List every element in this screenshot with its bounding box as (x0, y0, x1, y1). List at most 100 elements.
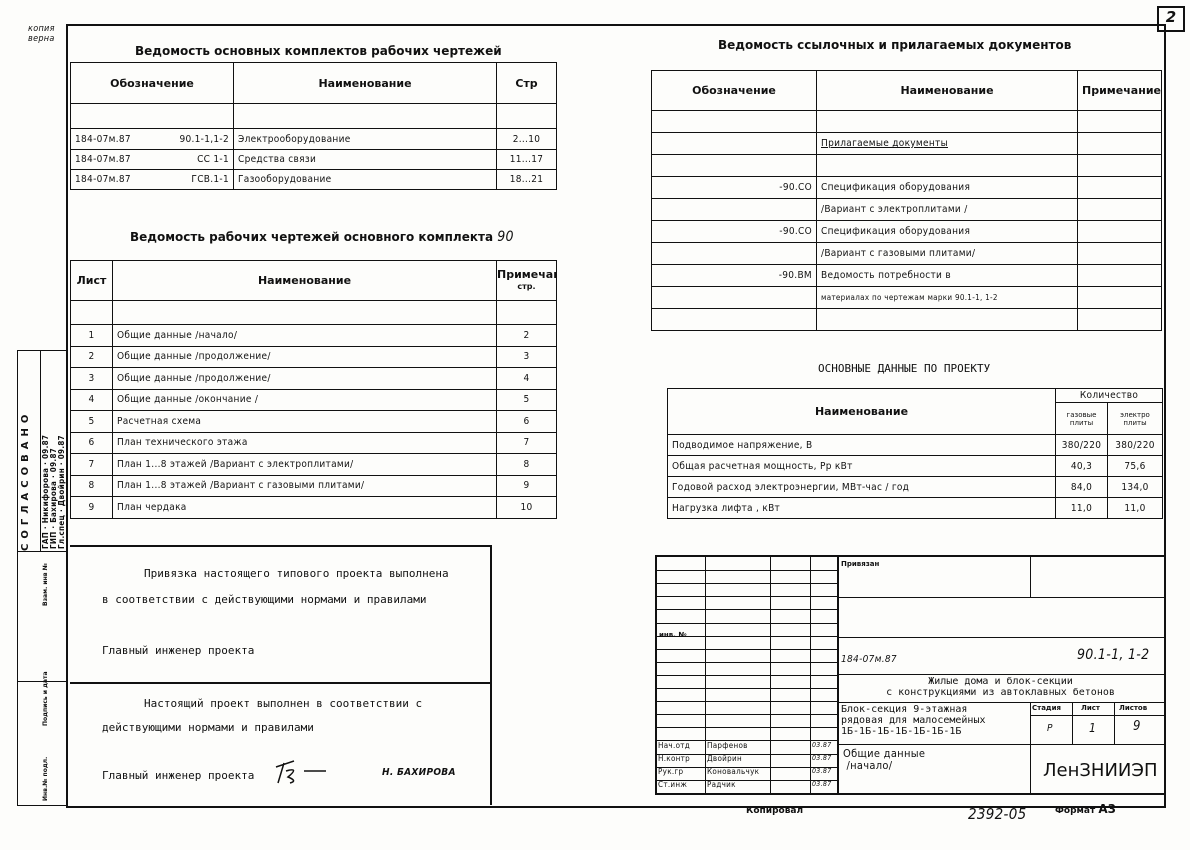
page-number: 10 (496, 496, 557, 519)
outer-frame (66, 24, 1166, 808)
header-pages: Стр (496, 62, 557, 104)
page-number: 8 (496, 453, 557, 476)
table-row: Подводимое напряжение, В 380/220 380/220 (667, 434, 1163, 456)
electric-value: 380/220 (1107, 434, 1163, 456)
table-row: 9 План чердака 10 (70, 496, 557, 519)
table-row (651, 110, 1162, 133)
chief-engineer-label: Главный инженер проекта (102, 644, 255, 657)
page-number: 6 (496, 410, 557, 433)
table-row: Прилагаемые документы (651, 132, 1162, 155)
table-row: 1 Общие данные /начало/2 (70, 324, 557, 347)
drawings-title: Ведомость рабочих чертежей основного ком… (130, 229, 514, 245)
table-row: /Вариант с газовыми плитами/ (651, 242, 1162, 265)
sheet-number: 7 (70, 453, 113, 476)
side-stamp: СОГЛАСОВАНО ГАП · Никифорова · 09.87 ГИП… (17, 350, 67, 806)
compliance-text: действующими нормами и правилами (102, 721, 314, 734)
staff-date: 03.87 (812, 767, 832, 775)
table-row: Общая расчетная мощность, Рр кВт 40,3 75,6 (667, 455, 1163, 477)
table-row: 184-07м.87 ГСВ.1-1 Газооборудование 18...21 (70, 169, 557, 190)
notes-box: Привязка настоящего типового проекта вып… (70, 545, 492, 805)
doc-code (651, 286, 817, 309)
table-row (651, 308, 1162, 331)
parameter-name: Нагрузка лифта , кВт (667, 497, 1056, 519)
project-data-title: ОСНОВНЫЕ ДАННЫЕ ПО ПРОЕКТУ (818, 362, 991, 375)
table-row: -90.СО Спецификация оборудования (651, 176, 1162, 199)
gas-value: 380/220 (1055, 434, 1108, 456)
staff-name: Радчик (707, 780, 736, 789)
staff-role: Рук.гр (658, 767, 684, 776)
doc-name (816, 308, 1078, 331)
table-row (651, 154, 1162, 177)
table-row: 8 План 1...8 этажей /Вариант с газовыми п… (70, 474, 557, 497)
doc-code: -90.ВМ (651, 264, 817, 287)
header-name: Наименование (816, 70, 1078, 111)
page-number: 5 (496, 388, 557, 411)
sheet-value: 1 (1089, 721, 1097, 735)
stage-label: Стадия (1032, 704, 1061, 712)
chief-engineer-name: Н. БАХИРОВА (382, 767, 456, 778)
main-sets-table: Обозначение Наименование Стр 184-07м.87 90.… (70, 62, 557, 190)
table-row: 7 План 1...8 этажей /Вариант с электропли… (70, 453, 557, 476)
header-quantity: Количество (1055, 388, 1163, 403)
project-data-table: Наименование Количество газовые плиты элек… (667, 388, 1163, 519)
title-block: Нач.отд Парфенов 03.87 Н.контр Двойрин 03.87 Р… (655, 555, 1164, 795)
sheet-number-box: 2 (1157, 6, 1185, 32)
header-page: стр. (517, 282, 536, 291)
table-row: 5 Расчетная схема 6 (70, 410, 557, 433)
table-row: Годовой расход электроэнергии, МВт-час /… (667, 476, 1163, 498)
sheet-number: 6 (70, 431, 113, 454)
drawing-name: План технического этажа (112, 431, 497, 454)
staff-date: 03.87 (812, 780, 832, 788)
doc-name: Спецификация оборудования (816, 220, 1078, 243)
sheet-label: Лист (1081, 704, 1100, 712)
table-row: 2 Общие данные /продолжение/3 (70, 345, 557, 368)
drawing-name: Общие данные /продолжение/ (112, 367, 497, 390)
sheets-value: 9 (1133, 719, 1141, 734)
staff-name: Двойрин (707, 754, 742, 763)
electric-value: 134,0 (1107, 476, 1163, 498)
drawing-title: Общие данные /начало/ (843, 747, 926, 772)
inv-number-label: инв. № (659, 631, 687, 639)
sheet-number: 2 (70, 345, 113, 368)
table-row: Нагрузка лифта , кВт 11,0 11,0 (667, 497, 1163, 519)
drawing-name: План чердака (112, 496, 497, 519)
header-designation: Обозначение (70, 62, 234, 104)
staff-role: Ст.инж (658, 780, 688, 789)
binding-text: в соответствии с действующими нормами и … (102, 593, 427, 606)
sheets-label: Листов (1119, 704, 1148, 712)
agreed-label: СОГЛАСОВАНО (20, 409, 31, 551)
doc-name (816, 154, 1078, 177)
header-designation: Обозначение (651, 70, 817, 111)
doc-code (651, 132, 817, 155)
header-name: Наименование (667, 388, 1056, 435)
staff-role: Нач.отд (658, 741, 691, 750)
parameter-name: Общая расчетная мощность, Рр кВт (667, 455, 1056, 477)
table-row: /Вариант с электроплитами / (651, 198, 1162, 221)
original-inv-field: Инв.№ подл. (42, 756, 49, 801)
copied-label: Копировал (746, 806, 804, 816)
ref-docs-table: Обозначение Наименование Примечание Прилаг… (651, 70, 1162, 331)
table-row: материалах по чертежам марки 90.1-1, 1-2 (651, 286, 1162, 309)
replacement-inv-field: Взам. инв № (42, 563, 49, 606)
table-row: 6 План технического этажа 7 (70, 431, 557, 454)
drawing-name: Общие данные /окончание / (112, 388, 497, 411)
staff-name: Коновальчук (707, 767, 760, 776)
electric-value: 11,0 (1107, 497, 1163, 519)
table-row: 4 Общие данные /окончание /5 (70, 388, 557, 411)
doc-code (651, 308, 817, 331)
page-number: 7 (496, 431, 557, 454)
gas-value: 40,3 (1055, 455, 1108, 477)
page-number: 3 (496, 345, 557, 368)
main-sets-title: Ведомость основных комплектов рабочих че… (135, 44, 502, 58)
doc-name: материалах по чертежам марки 90.1-1, 1-2 (816, 286, 1078, 309)
approver-row: Гл.спец · Двойрин · 09.87 (57, 435, 66, 549)
staff-date: 03.87 (812, 754, 832, 762)
parameter-name: Годовой расход электроэнергии, МВт-час /… (667, 476, 1056, 498)
doc-code: -90.СО (651, 220, 817, 243)
signature-icon (275, 760, 326, 784)
sheet-number: 1 (70, 324, 113, 347)
doc-code: -90.СО (651, 176, 817, 199)
doc-code (651, 110, 817, 133)
compliance-text: Настоящий проект выполнен в соответствии… (144, 697, 423, 710)
doc-name: /Вариант с газовыми плитами/ (816, 242, 1078, 265)
